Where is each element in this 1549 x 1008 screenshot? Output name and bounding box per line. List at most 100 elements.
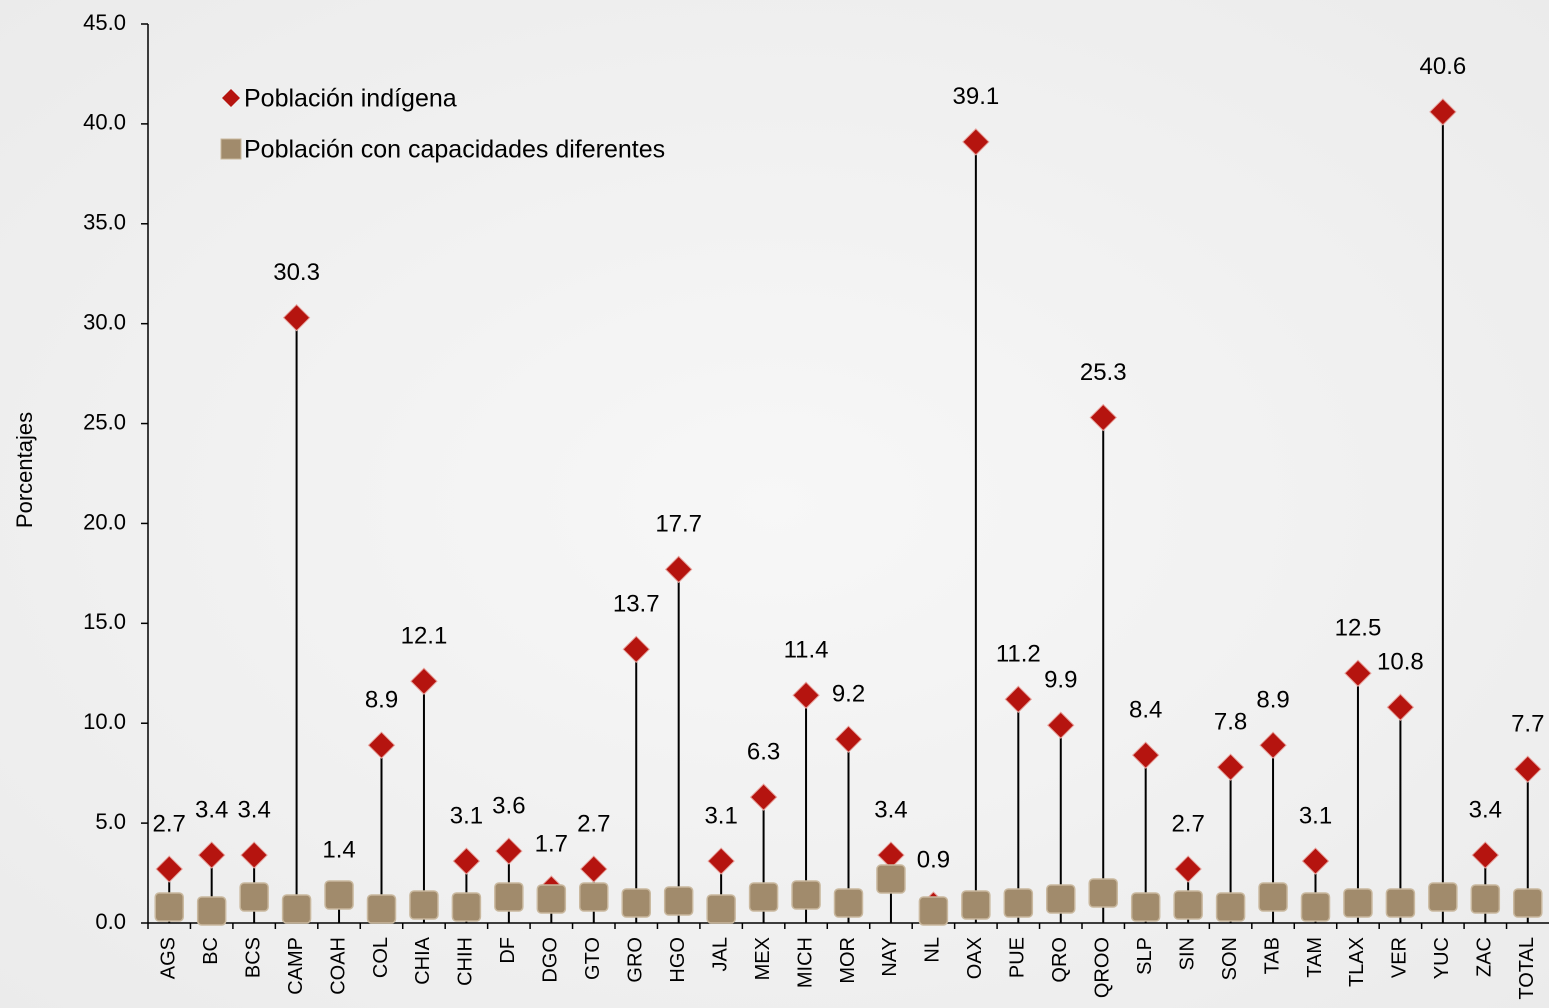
diamond-marker <box>580 855 608 883</box>
x-tick-label: QRO <box>1049 937 1071 983</box>
legend-label: Población con capacidades diferentes <box>244 136 665 164</box>
y-tick-label: 15.0 <box>83 609 126 634</box>
x-tick-label: BCS <box>242 937 264 978</box>
data-label: 0.9 <box>917 846 950 873</box>
data-label: 10.8 <box>1377 649 1424 676</box>
x-tick-label: QROO <box>1092 937 1114 998</box>
x-tick-label: GRO <box>625 937 647 983</box>
diamond-marker <box>834 725 863 753</box>
x-tick-label: MOR <box>837 937 859 984</box>
x-tick-label: NAY <box>879 937 901 977</box>
x-tick-label: DF <box>497 937 519 964</box>
x-tick-label: BC <box>200 937 222 965</box>
data-label: 3.4 <box>1469 796 1502 823</box>
x-tick-label: ZAC <box>1474 937 1496 977</box>
x-tick-label: HGO <box>667 937 689 983</box>
legend-swatch <box>222 89 240 107</box>
x-tick-label: TOTAL <box>1516 937 1538 1000</box>
diamond-marker <box>1344 659 1372 687</box>
diamond-marker <box>452 847 481 875</box>
square-marker <box>1088 878 1118 908</box>
square-marker <box>324 880 354 910</box>
diamond-marker <box>1386 693 1415 721</box>
data-label: 3.4 <box>195 796 228 823</box>
data-label: 3.4 <box>237 796 270 823</box>
data-label: 39.1 <box>953 83 1000 110</box>
x-tick-label: GTO <box>582 937 604 980</box>
square-marker <box>494 882 524 912</box>
x-tick-label: TLAX <box>1346 937 1368 987</box>
x-tick-label: COL <box>370 937 392 978</box>
y-tick-label: 20.0 <box>83 509 126 534</box>
diamond-marker <box>1047 711 1075 739</box>
square-marker <box>1385 888 1416 918</box>
x-tick-label: CAMP <box>285 937 307 995</box>
data-label: 8.4 <box>1129 697 1162 724</box>
square-marker <box>876 864 906 894</box>
data-label: 3.1 <box>450 802 483 829</box>
square-marker <box>1343 888 1373 918</box>
data-label: 1.7 <box>535 830 568 857</box>
diamond-marker <box>664 555 693 584</box>
diamond-marker <box>1471 841 1500 869</box>
data-label: 3.1 <box>704 802 737 829</box>
x-tick-label: DGO <box>540 937 562 983</box>
legend-label: Población indígena <box>244 85 457 113</box>
square-marker <box>1215 892 1246 922</box>
diamond-marker <box>1131 741 1160 769</box>
diamond-marker <box>1004 685 1033 713</box>
diamond-marker <box>240 841 268 869</box>
square-marker <box>833 888 864 918</box>
square-marker <box>1470 884 1501 914</box>
y-tick-label: 45.0 <box>83 10 126 35</box>
diamond-marker <box>792 681 820 709</box>
diamond-marker <box>197 841 226 869</box>
square-marker <box>791 880 821 910</box>
data-label: 2.7 <box>153 810 186 837</box>
diamond-marker <box>367 731 396 759</box>
x-tick-label: MICH <box>794 937 816 988</box>
square-marker <box>918 896 949 926</box>
square-marker <box>1046 884 1076 914</box>
data-label: 6.3 <box>747 738 780 765</box>
square-marker <box>663 886 694 916</box>
data-label: 1.4 <box>322 836 355 863</box>
x-tick-label: JAL <box>709 937 731 971</box>
square-marker <box>1130 892 1161 922</box>
data-label: 9.9 <box>1044 667 1077 694</box>
legend-swatch <box>220 138 242 160</box>
diamond-marker <box>622 635 650 664</box>
square-marker <box>748 882 779 912</box>
x-tick-label: VER <box>1389 937 1411 978</box>
data-label: 40.6 <box>1420 53 1467 80</box>
y-tick-label: 40.0 <box>83 110 126 135</box>
data-label: 3.1 <box>1299 802 1332 829</box>
square-marker <box>621 888 651 918</box>
square-marker <box>1300 892 1331 922</box>
diamond-marker <box>1089 403 1117 432</box>
data-label: 2.7 <box>577 810 610 837</box>
x-tick-label: MEX <box>752 937 774 980</box>
diamond-marker <box>1514 755 1542 783</box>
diamond-marker <box>1301 847 1330 875</box>
data-label: 25.3 <box>1080 359 1127 386</box>
y-tick-label: 0.0 <box>95 909 126 934</box>
y-tick-label: 30.0 <box>83 309 126 334</box>
x-tick-label: PUE <box>1007 937 1029 978</box>
data-label: 3.4 <box>874 796 907 823</box>
data-label: 9.2 <box>832 681 865 708</box>
data-label: 12.5 <box>1335 615 1382 642</box>
data-label: 7.8 <box>1214 709 1247 736</box>
square-marker <box>1428 882 1458 912</box>
diamond-marker <box>1259 731 1287 759</box>
data-label: 2.7 <box>1171 810 1204 837</box>
square-marker <box>196 896 227 926</box>
diamond-marker <box>1429 98 1457 126</box>
x-tick-label: OAX <box>964 937 986 979</box>
square-marker <box>1003 888 1034 918</box>
x-tick-label: TAM <box>1304 937 1326 978</box>
y-tick-label: 5.0 <box>95 809 126 834</box>
square-marker <box>154 892 184 922</box>
